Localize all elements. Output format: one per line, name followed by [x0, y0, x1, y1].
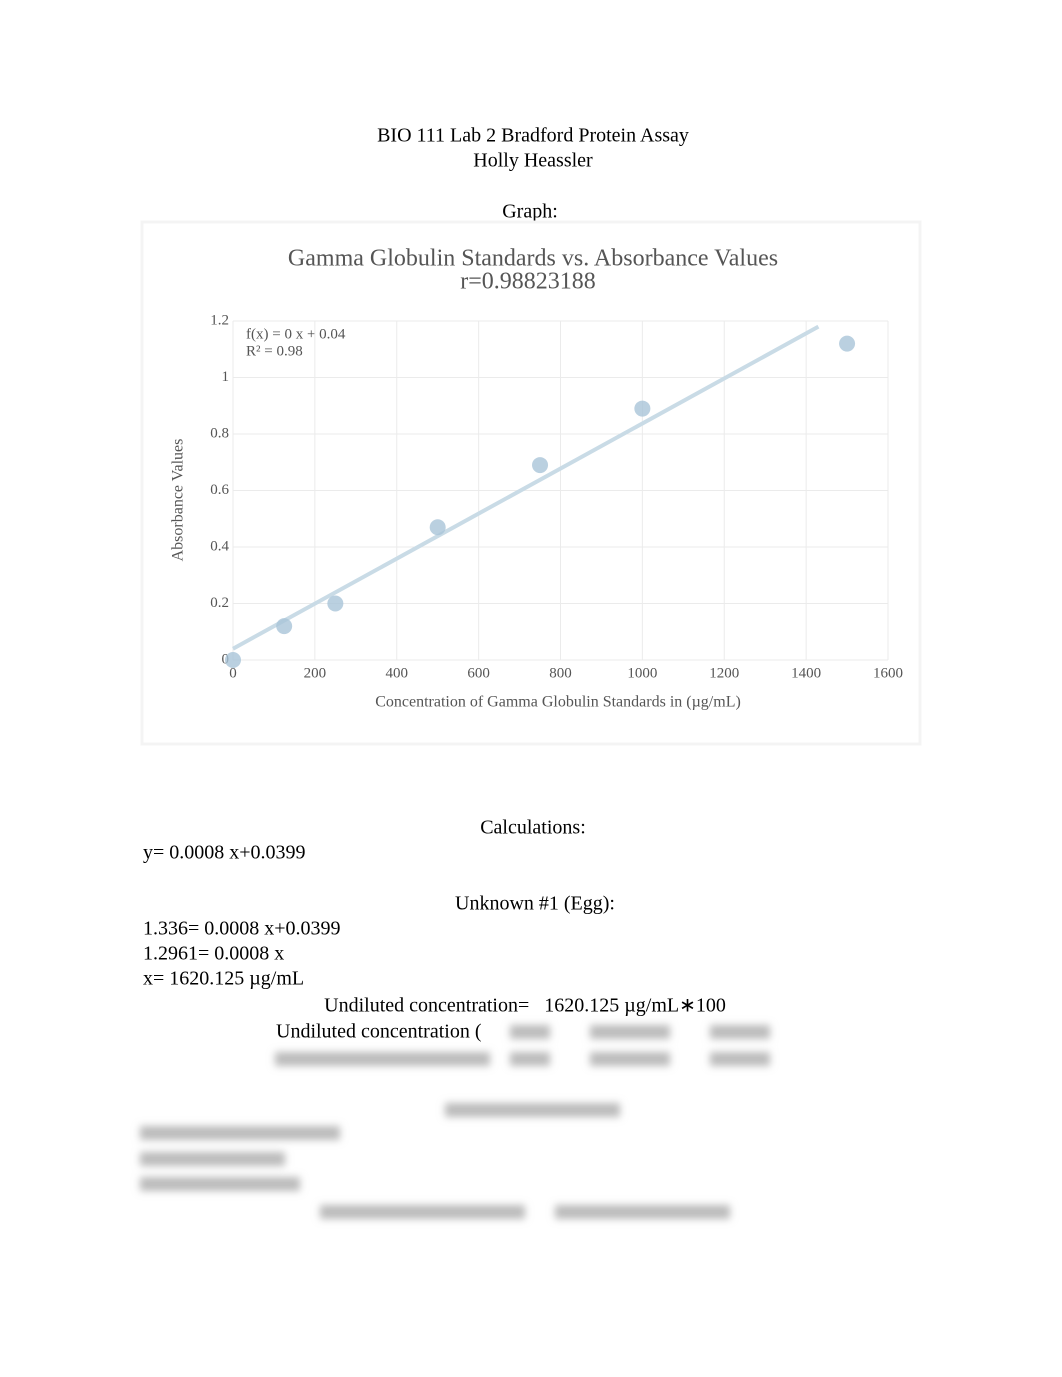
x-tick-label: 200: [304, 665, 327, 681]
calc-line: 1.336= 0.0008 x+0.0399: [143, 918, 341, 940]
graph-heading: Graph:: [502, 201, 558, 223]
doc-title: BIO 111 Lab 2 Bradford Protein Assay: [377, 125, 689, 147]
data-point: [839, 335, 856, 352]
y-axis-label: Absorbance Values: [170, 439, 187, 562]
x-tick-label: 1200: [709, 665, 739, 681]
doc-author: Holly Heassler: [473, 150, 593, 172]
data-point: [532, 457, 549, 474]
undiluted-partial: Undiluted concentration (: [276, 1021, 482, 1043]
chart: Gamma Globulin Standards vs. Absorbance …: [170, 246, 903, 711]
y-tick-label: 0.2: [210, 595, 229, 611]
data-point: [276, 618, 293, 635]
trendline: [232, 324, 820, 651]
x-tick-label: 1600: [873, 665, 903, 681]
y-tick-label: 0.6: [210, 482, 229, 498]
data-point: [225, 652, 241, 668]
calculations-heading: Calculations:: [480, 817, 586, 839]
r-squared: R² = 0.98: [246, 343, 303, 359]
calc-line: 1.2961= 0.0008 x: [143, 943, 284, 965]
y-tick-label: 1.2: [210, 312, 229, 328]
chart-subtitle: r=0.98823188: [460, 269, 596, 295]
y-tick-label: 0.8: [210, 425, 229, 441]
x-tick-label: 0: [229, 665, 237, 681]
data-point: [327, 595, 344, 612]
data-point: [634, 400, 651, 417]
calc-line: x= 1620.125 µg/mL: [143, 968, 304, 990]
x-tick-label: 800: [549, 665, 572, 681]
x-tick-label: 1000: [627, 665, 657, 681]
unknown-heading: Unknown #1 (Egg):: [455, 893, 615, 915]
undiluted-line: Undiluted concentration= 1620.125 µg/mL∗…: [324, 995, 726, 1017]
y-tick-label: 1: [222, 369, 230, 385]
blurred-content: [140, 1025, 770, 1219]
y-tick-label: 0.4: [210, 538, 229, 554]
x-tick-label: 400: [386, 665, 409, 681]
equation: y= 0.0008 x+0.0399: [143, 842, 306, 864]
trend-equation: f(x) = 0 x + 0.04: [246, 326, 346, 342]
x-tick-label: 600: [467, 665, 490, 681]
chart-title: Gamma Globulin Standards vs. Absorbance …: [288, 246, 778, 272]
x-axis-label: Concentration of Gamma Globulin Standard…: [375, 694, 741, 711]
x-tick-label: 1400: [791, 665, 821, 681]
data-point: [429, 519, 446, 536]
